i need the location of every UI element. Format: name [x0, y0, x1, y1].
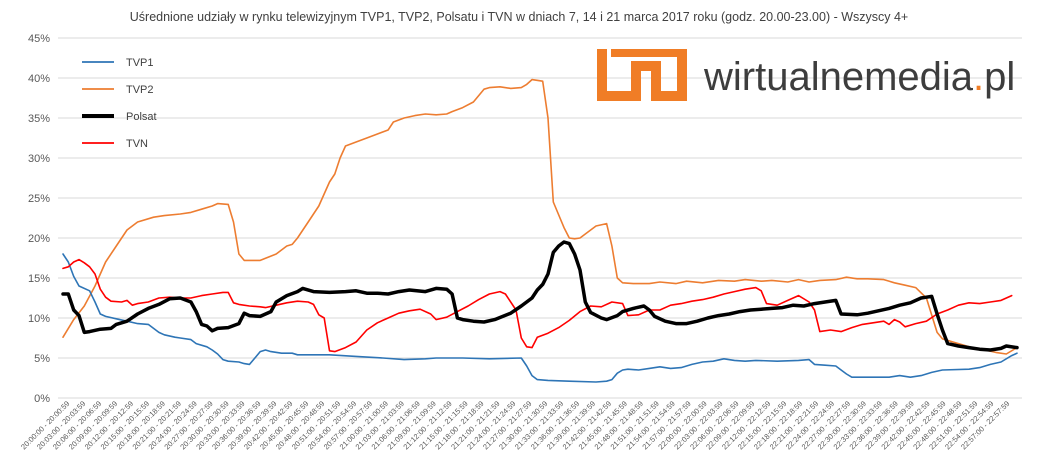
grid — [58, 37, 1022, 399]
legend-label-tvp1: TVP1 — [126, 57, 154, 69]
logo-text-suffix: pl — [984, 55, 1015, 99]
y-tick-label: 20% — [28, 233, 50, 245]
y-tick-label: 35% — [28, 113, 50, 125]
logo-text-dot: . — [973, 55, 984, 99]
series-line-tvp1 — [62, 253, 1018, 383]
chart-title: Uśrednione udziały w rynku telewizyjnym … — [130, 10, 909, 24]
y-tick-label: 10% — [28, 313, 50, 325]
series-line-tvn — [62, 258, 1013, 353]
y-tick-label: 45% — [28, 33, 50, 45]
svg-text:wirtualnemedia.pl: wirtualnemedia.pl — [703, 55, 1015, 99]
y-tick-label: 15% — [28, 273, 50, 285]
legend-label-polsat: Polsat — [126, 111, 157, 123]
y-tick-label: 40% — [28, 73, 50, 85]
logo-text-main: wirtualnemedia — [703, 55, 974, 99]
legend: TVP1 TVP2 Polsat TVN — [82, 57, 157, 150]
logo-mark-icon — [597, 49, 687, 101]
y-tick-label: 5% — [34, 353, 50, 365]
legend-label-tvp2: TVP2 — [126, 84, 154, 96]
wirtualnemedia-logo: wirtualnemedia.pl — [597, 49, 1015, 101]
legend-label-tvn: TVN — [126, 138, 148, 150]
y-axis: 0% 5% 10% 15% 20% 25% 30% 35% 40% 45% — [28, 33, 50, 405]
y-tick-label: 30% — [28, 153, 50, 165]
y-tick-label: 25% — [28, 193, 50, 205]
series-line-tvp2 — [62, 78, 1018, 355]
series-line-polsat — [61, 240, 1019, 352]
y-tick-label: 0% — [34, 393, 50, 405]
series-lines — [61, 78, 1019, 383]
